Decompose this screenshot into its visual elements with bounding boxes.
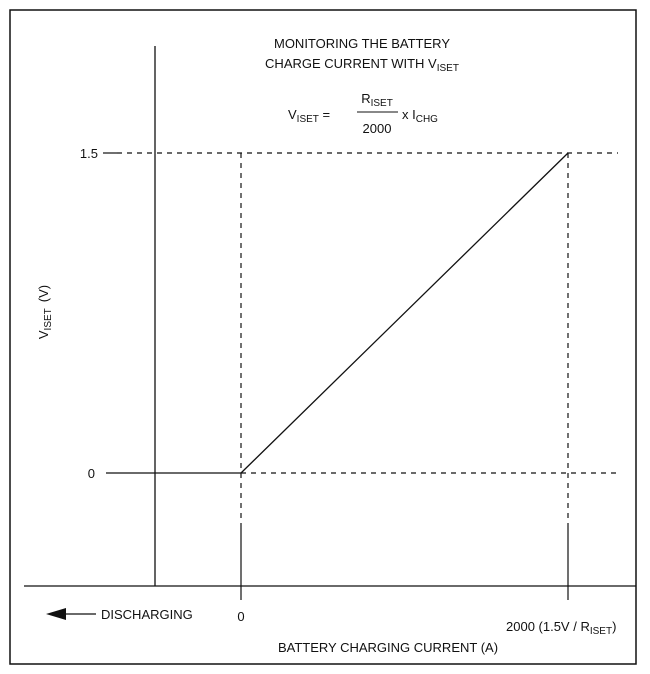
formula-lhs: VISET = xyxy=(288,107,330,125)
discharging-label: DISCHARGING xyxy=(101,607,193,622)
figure-border xyxy=(9,9,637,665)
y-axis-label: VISET(V) xyxy=(36,285,54,339)
formula-denominator: 2000 xyxy=(363,121,392,136)
formula-times: x ICHG xyxy=(402,107,438,125)
x-tick-label-max: 2000 (1.5V / RISET) xyxy=(506,619,616,637)
series-line-charging xyxy=(240,152,569,474)
discharging-arrow-icon xyxy=(46,608,96,620)
formula: VISET = RISET 2000 x ICHG xyxy=(288,91,438,136)
chart-title-line2: CHARGE CURRENT WITH VISET xyxy=(265,56,459,74)
x-tick-label-zero: 0 xyxy=(237,609,244,624)
x-axis-label: BATTERY CHARGING CURRENT (A) xyxy=(278,640,498,655)
y-tick-label-zero: 0 xyxy=(88,466,95,481)
formula-numerator: RISET xyxy=(361,91,393,109)
chart-title-line1: MONITORING THE BATTERY xyxy=(274,36,450,51)
y-tick-label-max: 1.5 xyxy=(80,146,98,161)
